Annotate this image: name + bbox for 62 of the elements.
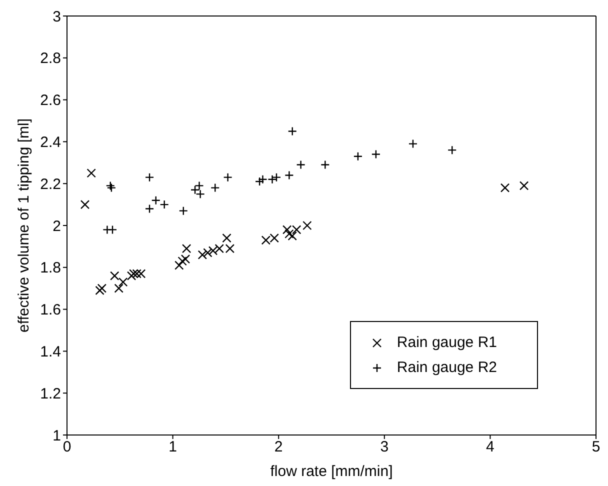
y-tick-label: 3 (52, 8, 61, 26)
point (198, 250, 208, 260)
point (272, 172, 282, 182)
point (194, 181, 204, 190)
legend-label: Rain gauge R1 (396, 333, 497, 353)
point (118, 277, 128, 287)
point (448, 145, 457, 155)
point (144, 172, 154, 182)
point (108, 225, 118, 234)
x-tick-label: 2 (274, 438, 283, 456)
point (144, 204, 154, 214)
point (174, 260, 184, 270)
point (180, 254, 190, 264)
point (178, 256, 187, 266)
y-tick-label: 1.8 (40, 260, 61, 277)
x-axis-title: flow rate [mm/min] (270, 463, 393, 480)
x-tick-label: 4 (486, 438, 494, 456)
y-axis-title: effective volume of 1 tipping [ml] (16, 118, 32, 332)
point (86, 168, 96, 178)
point (284, 229, 294, 238)
point (106, 183, 116, 192)
point (254, 176, 264, 186)
y-tick-label: 2.8 (40, 50, 61, 68)
point (284, 170, 294, 180)
legend-label: Rain gauge R2 (396, 358, 497, 378)
point (288, 126, 297, 136)
point (288, 231, 297, 241)
point (160, 200, 169, 210)
x-tick-label: 5 (592, 438, 600, 456)
y-tick-label: 1.6 (40, 302, 61, 319)
point (110, 271, 120, 280)
point (353, 152, 363, 161)
point (97, 284, 107, 293)
point (320, 160, 330, 170)
y-tick-label: 2 (52, 218, 61, 235)
x-tick-label: 0 (62, 438, 72, 456)
y-tick-label: 2.4 (40, 134, 61, 152)
x-tick-label: 1 (168, 438, 177, 456)
point (178, 206, 188, 216)
point (132, 269, 142, 278)
point (95, 286, 104, 296)
point (296, 160, 306, 170)
point (371, 150, 381, 159)
point (223, 172, 232, 182)
point (151, 196, 160, 205)
point (210, 183, 220, 192)
y-tick-label: 2.2 (40, 176, 61, 193)
x-tick-label: 3 (380, 438, 389, 456)
point (268, 174, 277, 184)
y-tick-label: 1.2 (40, 385, 61, 402)
point (203, 248, 212, 258)
point (80, 200, 90, 210)
point (519, 181, 529, 190)
point (182, 244, 192, 254)
y-tick-label: 1.4 (40, 344, 61, 361)
point (408, 139, 418, 148)
y-tick-label: 1 (52, 427, 61, 444)
point (114, 284, 124, 293)
y-tick-label: 2.6 (40, 92, 61, 110)
point (500, 183, 510, 192)
point (222, 233, 232, 243)
point (302, 220, 312, 230)
